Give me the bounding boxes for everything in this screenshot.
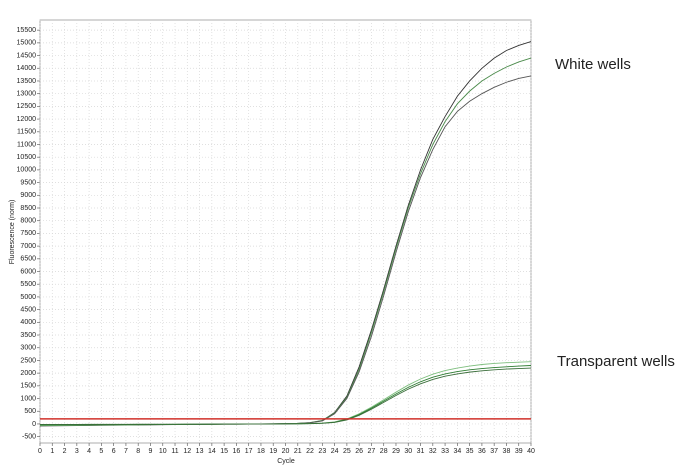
y-tick-label: 2500 xyxy=(20,357,36,364)
y-tick-label: 1500 xyxy=(20,383,36,390)
amplification-curve xyxy=(40,367,532,425)
y-tick-label: 5000 xyxy=(20,294,36,301)
y-tick-label: 4500 xyxy=(20,306,36,313)
x-tick-label: 27 xyxy=(368,448,376,455)
y-tick-label: 4000 xyxy=(20,319,36,326)
x-tick-label: 40 xyxy=(527,448,535,455)
y-tick-label: 0 xyxy=(32,421,36,428)
y-tick-label: 2000 xyxy=(20,370,36,377)
x-tick-label: 11 xyxy=(171,448,178,455)
plot-area xyxy=(39,19,532,444)
y-tick-label: 8500 xyxy=(20,205,36,212)
y-tick-label: 10000 xyxy=(17,167,37,174)
x-tick-label: 8 xyxy=(136,448,140,455)
y-tick-label: 5500 xyxy=(20,281,36,288)
y-tick-label: 15500 xyxy=(17,27,37,34)
x-tick-label: 33 xyxy=(441,448,449,455)
y-tick-label: 13500 xyxy=(17,78,37,85)
x-tick-label: 24 xyxy=(331,448,339,455)
x-tick-label: 7 xyxy=(124,448,128,455)
y-tick-label: 8000 xyxy=(20,218,36,225)
y-tick-label: -500 xyxy=(22,433,36,440)
x-tick-label: 28 xyxy=(380,448,388,455)
x-tick-label: 4 xyxy=(87,448,91,455)
x-tick-label: 19 xyxy=(269,448,277,455)
x-tick-label: 9 xyxy=(149,448,153,455)
y-tick-label: 7500 xyxy=(20,230,36,237)
y-tick-label: 15000 xyxy=(17,40,37,47)
annotation: White wells xyxy=(555,56,631,73)
x-tick-label: 6 xyxy=(112,448,116,455)
x-tick-label: 21 xyxy=(294,448,302,455)
y-tick-label: 500 xyxy=(24,408,36,415)
x-tick-label: 35 xyxy=(466,448,474,455)
x-tick-label: 18 xyxy=(257,448,265,455)
y-tick-label: 1000 xyxy=(20,395,36,402)
x-tick-label: 15 xyxy=(220,448,228,455)
y-tick-label: 12000 xyxy=(17,116,37,123)
x-tick-label: 30 xyxy=(404,448,412,455)
y-tick-label: 7000 xyxy=(20,243,36,250)
annotation: Transparent wells xyxy=(557,353,675,370)
x-tick-label: 34 xyxy=(453,448,461,455)
y-tick-label: 10500 xyxy=(17,154,37,161)
x-axis-label: Cycle xyxy=(277,458,295,465)
y-axis-label: Fluorescence (norm) xyxy=(9,200,16,265)
x-tick-label: 37 xyxy=(490,448,498,455)
x-tick-label: 29 xyxy=(392,448,400,455)
x-tick-label: 38 xyxy=(503,448,511,455)
x-tick-label: 10 xyxy=(159,448,167,455)
x-tick-label: 14 xyxy=(208,448,216,455)
x-tick-label: 5 xyxy=(99,448,103,455)
x-tick-label: 23 xyxy=(318,448,326,455)
y-tick-label: 11000 xyxy=(17,141,36,148)
y-tick-label: 6500 xyxy=(20,256,36,263)
x-tick-label: 16 xyxy=(233,448,241,455)
y-tick-label: 3000 xyxy=(20,345,36,352)
y-tick-label: 3500 xyxy=(20,332,36,339)
y-tick-label: 11500 xyxy=(17,129,36,136)
x-tick-label: 36 xyxy=(478,448,486,455)
x-tick-label: 2 xyxy=(63,448,67,455)
x-tick-label: 25 xyxy=(343,448,351,455)
y-tick-label: 14500 xyxy=(17,52,37,59)
x-tick-label: 13 xyxy=(196,448,204,455)
x-tick-label: 31 xyxy=(417,448,425,455)
x-tick-label: 0 xyxy=(38,448,42,455)
x-tick-label: 1 xyxy=(50,448,54,455)
x-tick-label: 22 xyxy=(306,448,314,455)
y-tick-label: 14000 xyxy=(17,65,37,72)
x-tick-label: 3 xyxy=(75,448,79,455)
x-tick-label: 26 xyxy=(355,448,363,455)
x-tick-label: 20 xyxy=(282,448,290,455)
y-tick-label: 13000 xyxy=(17,91,37,98)
x-tick-label: 32 xyxy=(429,448,437,455)
y-tick-label: 9500 xyxy=(20,179,36,186)
y-tick-label: 12500 xyxy=(17,103,37,110)
x-tick-label: 12 xyxy=(183,448,191,455)
y-tick-label: 9000 xyxy=(20,192,36,199)
y-tick-label: 6000 xyxy=(20,268,36,275)
x-tick-label: 39 xyxy=(515,448,523,455)
x-tick-label: 17 xyxy=(245,448,253,455)
